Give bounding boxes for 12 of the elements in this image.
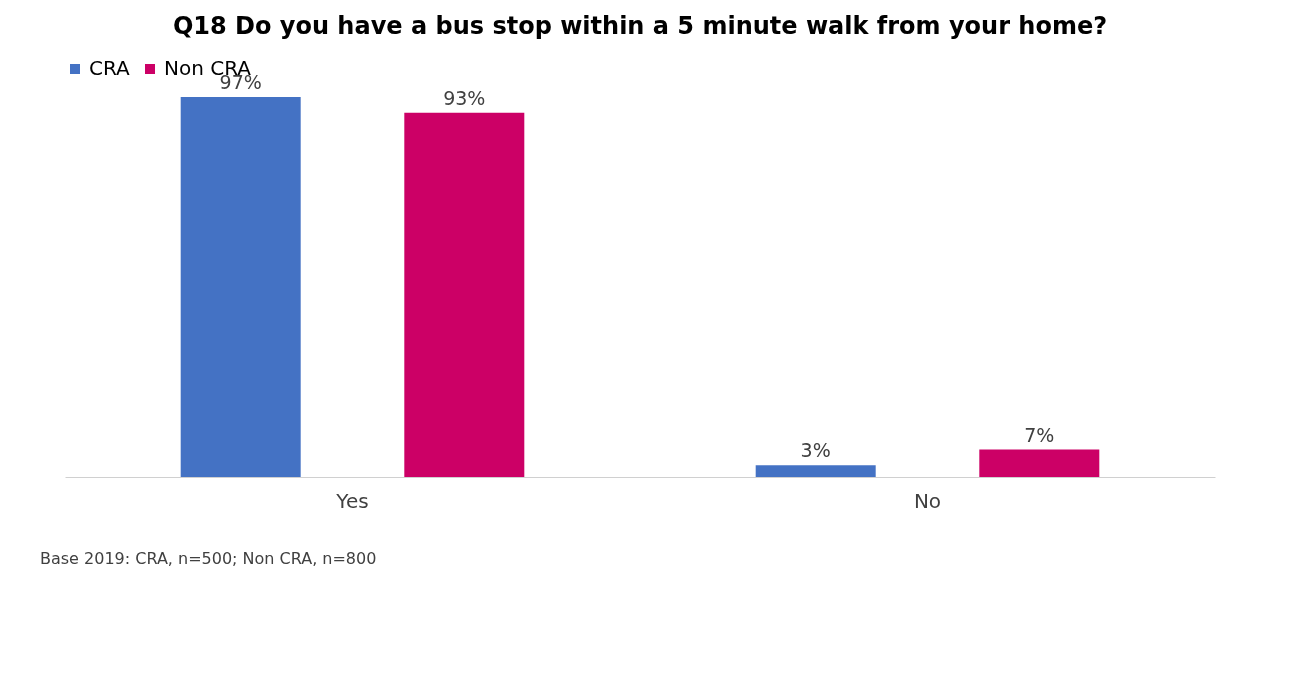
bar (755, 465, 876, 477)
bar (404, 112, 525, 477)
data-label: 3% (800, 439, 831, 462)
x-tick-label: No (913, 488, 942, 513)
data-label: 93% (443, 86, 486, 109)
legend-label: CRA (89, 56, 131, 80)
bar (180, 97, 301, 477)
bar (979, 449, 1100, 477)
text: Base 2019: CRA, n=500; Non CRA, n=800 (40, 549, 377, 568)
x-tick-label: Yes (335, 488, 369, 513)
data-label: 7% (1024, 423, 1055, 446)
chart-title: Q18 Do you have a bus stop within a 5 minute walk from your home? (172, 12, 1108, 40)
